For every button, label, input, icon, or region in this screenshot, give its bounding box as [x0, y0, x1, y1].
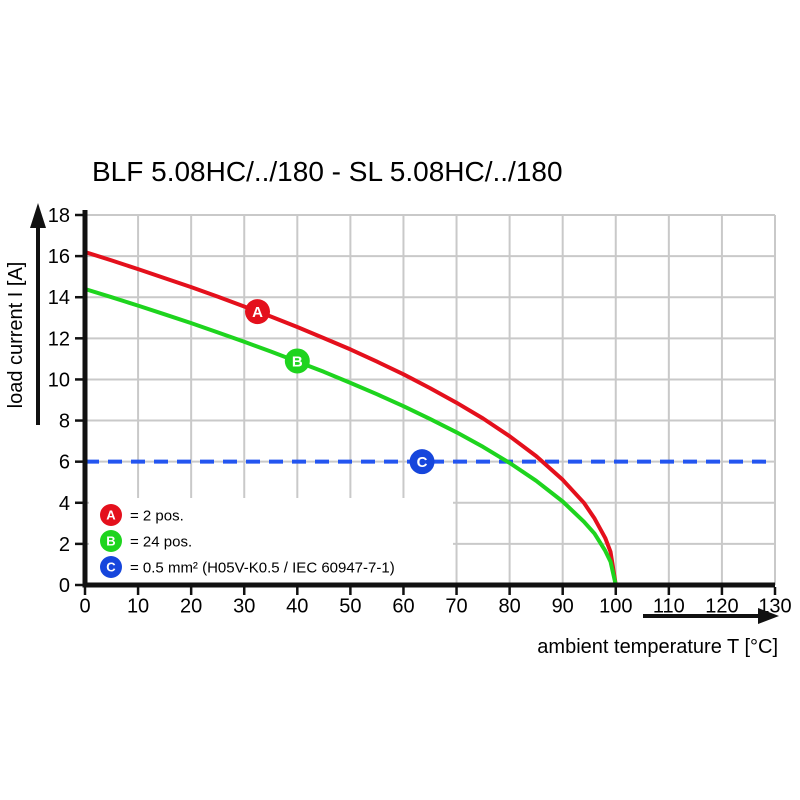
legend-label-C: = 0.5 mm² (H05V-K0.5 / IEC 60947-7-1) [130, 560, 395, 577]
y-tick-label: 2 [59, 534, 70, 556]
legend-layer: A = 2 pos. B = 24 pos. C = 0.5 mm² (H05V-K0.5… [100, 504, 395, 578]
legend-swatch-A [100, 504, 122, 526]
chart-title: BLF 5.08HC/../180 - SL 5.08HC/../180 [92, 156, 563, 187]
y-tick-label: 6 [59, 452, 70, 474]
curve-marker-letter-B: B [292, 353, 303, 370]
y-axis-arrow-icon [30, 203, 46, 425]
y-tick-label: 10 [48, 369, 70, 391]
x-tick-label: 100 [599, 596, 632, 618]
legend-swatch-B [100, 530, 122, 552]
x-tick-label: 30 [233, 596, 255, 618]
curve-marker-B [284, 348, 310, 374]
y-tick-label: 4 [59, 493, 70, 515]
y-tick-label: 0 [59, 575, 70, 597]
x-tick-label: 80 [498, 596, 520, 618]
curve-marker-A [245, 299, 270, 325]
axis-layer: 0 10 20 30 40 50 60 70 80 90 100 110 120 130024681012… [48, 205, 792, 618]
x-tick-label: 20 [180, 596, 202, 618]
legend-label-A: = 2 pos. [130, 508, 184, 525]
y-tick-label: 18 [48, 205, 70, 227]
y-tick-label: 12 [48, 328, 70, 350]
y-tick-label: 8 [59, 411, 70, 433]
curve-marker-C [409, 449, 435, 475]
x-tick-label: 120 [705, 596, 738, 618]
x-axis-label: ambient temperature T [°C] [537, 636, 778, 658]
x-tick-label: 40 [286, 596, 308, 618]
legend-box [89, 498, 453, 583]
curve-A [83, 250, 618, 587]
x-tick-label: 0 [79, 596, 90, 618]
x-tick-label: 70 [445, 596, 467, 618]
y-tick-label: 14 [48, 287, 70, 309]
x-tick-label: 110 [653, 596, 685, 618]
x-tick-label: 90 [552, 596, 574, 618]
legend-swatch-C [100, 556, 122, 578]
marker-layer: A B C [245, 299, 435, 475]
legend-letter-A: A [106, 508, 116, 523]
y-tick-label: 16 [48, 246, 70, 268]
x-axis-arrow-icon [643, 608, 779, 624]
legend-letter-C: C [106, 560, 116, 575]
curve-marker-letter-C: C [417, 454, 428, 471]
legend-letter-B: B [106, 534, 115, 549]
legend-box-layer [89, 498, 453, 583]
x-tick-label: 60 [392, 596, 414, 618]
x-tick-label: 50 [339, 596, 361, 618]
curve-marker-letter-A: A [252, 304, 263, 321]
x-tick-label: 10 [127, 596, 149, 618]
y-axis-label: load current I [A] [5, 262, 27, 409]
legend-label-B: = 24 pos. [130, 534, 192, 551]
curve-B [83, 287, 618, 587]
